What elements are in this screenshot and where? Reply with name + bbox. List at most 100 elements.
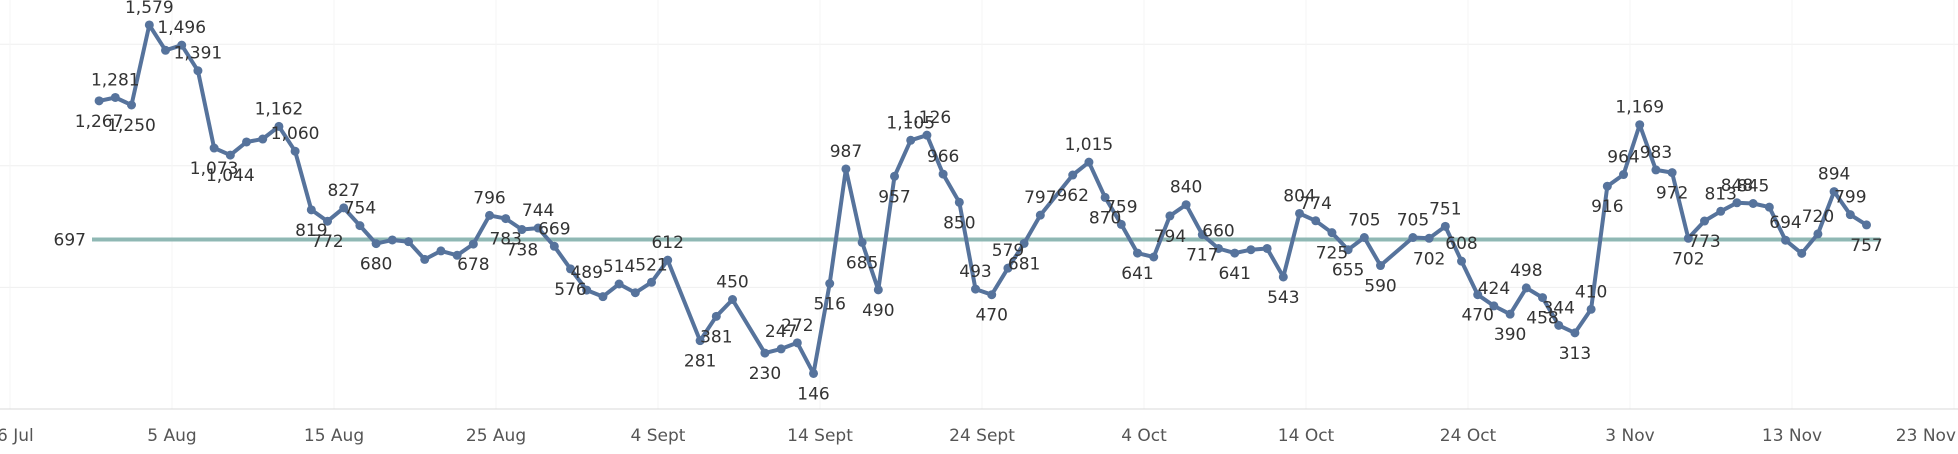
reference-line-label: 697 [54, 230, 86, 250]
data-point [290, 146, 300, 156]
data-point [1311, 216, 1321, 226]
data-label: 754 [344, 199, 376, 219]
data-label: 813 [1704, 184, 1736, 204]
data-label: 230 [749, 364, 781, 384]
data-label: 685 [846, 253, 878, 273]
data-label: 827 [327, 181, 359, 201]
data-point [1457, 256, 1467, 266]
x-axis: 26 Jul 5 Aug 15 Aug 25 Aug 4 Sept 14 Sept 24 S… [0, 408, 1958, 446]
data-label: 344 [1542, 298, 1574, 318]
data-points [94, 20, 1872, 378]
data-point [922, 130, 932, 140]
data-label: 1,060 [271, 124, 320, 144]
data-point [890, 171, 900, 181]
x-tick-label: 4 Sept [631, 426, 686, 446]
data-point [1084, 157, 1094, 167]
data-point [825, 279, 835, 289]
data-point [809, 368, 819, 378]
data-point [987, 290, 997, 300]
data-point [630, 288, 640, 298]
data-label: 680 [360, 255, 392, 275]
data-point [127, 100, 136, 110]
data-label: 655 [1332, 261, 1364, 281]
data-label: 759 [1105, 197, 1137, 217]
data-point [339, 203, 349, 213]
data-label: 458 [1526, 309, 1558, 329]
data-label: 1,281 [91, 70, 140, 90]
data-label: 773 [1688, 232, 1720, 252]
data-point [404, 237, 414, 247]
data-point [938, 169, 948, 179]
data-label: 543 [1267, 288, 1299, 308]
data-point [1667, 168, 1677, 178]
data-label: 964 [1607, 148, 1639, 168]
data-label: 381 [700, 327, 732, 347]
data-label: 424 [1478, 279, 1510, 299]
data-point [1554, 320, 1564, 330]
data-label: 794 [1154, 227, 1186, 247]
data-point [1019, 238, 1029, 248]
data-point [1278, 272, 1288, 282]
data-label: 313 [1559, 344, 1591, 364]
data-label: 146 [797, 384, 829, 404]
data-label: 450 [716, 273, 748, 293]
data-point [485, 210, 495, 220]
data-label: 702 [1413, 249, 1445, 269]
data-label: 738 [506, 241, 538, 261]
data-point [792, 338, 802, 348]
data-point [1602, 181, 1612, 191]
data-label: 717 [1186, 246, 1218, 266]
data-point [161, 45, 171, 55]
data-label: 1,162 [255, 99, 304, 119]
data-point [760, 348, 770, 358]
data-label: 796 [473, 188, 505, 208]
data-label: 579 [992, 241, 1024, 261]
data-label: 490 [862, 301, 894, 321]
data-label: 660 [1202, 221, 1234, 241]
data-label: 783 [489, 230, 521, 250]
data-point [274, 121, 284, 131]
data-point [517, 225, 527, 235]
data-point [1003, 263, 1013, 273]
x-tick-label: 26 Jul [0, 426, 34, 446]
data-point [1295, 208, 1305, 218]
data-point [420, 254, 430, 264]
data-label: 590 [1364, 277, 1396, 297]
data-label: 962 [1056, 186, 1088, 206]
data-point [1586, 304, 1596, 314]
data-label: 966 [927, 147, 959, 167]
data-point [1813, 229, 1823, 239]
data-point [1651, 165, 1661, 175]
data-point [1116, 219, 1126, 229]
data-label: 1,044 [206, 166, 255, 186]
data-point [1214, 243, 1224, 253]
data-label: 247 [765, 322, 797, 342]
data-point [695, 336, 705, 346]
data-point [1570, 328, 1580, 338]
data-label: 705 [1397, 211, 1429, 231]
data-point [1408, 233, 1418, 243]
data-point [209, 143, 219, 153]
data-label: 1,250 [107, 116, 156, 136]
series-average [97, 23, 1869, 376]
data-point [468, 239, 478, 249]
data-label: 470 [1461, 306, 1493, 326]
data-point [1505, 309, 1515, 319]
data-point [1538, 293, 1548, 303]
data-label: 608 [1445, 234, 1477, 254]
data-point [1376, 261, 1386, 271]
data-label: 641 [1218, 264, 1250, 284]
data-point [728, 295, 738, 305]
data-label: 516 [813, 295, 845, 315]
data-point [225, 150, 235, 160]
data-label: 521 [635, 255, 667, 275]
x-tick-label: 15 Aug [304, 426, 364, 446]
data-label: 1,073 [190, 159, 239, 179]
data-label: 797 [1024, 188, 1056, 208]
data-point [1327, 228, 1337, 238]
data-point [371, 239, 381, 249]
data-label: 987 [830, 142, 862, 162]
x-tick-label: 24 Oct [1440, 426, 1497, 446]
x-tick-label: 25 Aug [466, 426, 526, 446]
data-label: 681 [1008, 254, 1040, 274]
